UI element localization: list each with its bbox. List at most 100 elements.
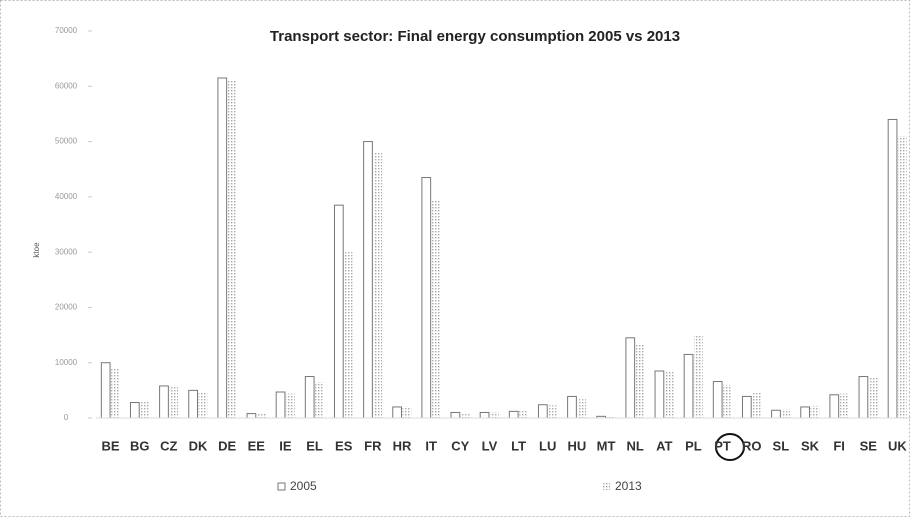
y-tick-label: 30000 [55,247,78,256]
legend-label: 2013 [615,479,642,493]
x-tick-label: FI [833,438,845,453]
bar [285,393,295,418]
x-tick-label: LV [482,438,498,453]
x-tick-label: IT [425,438,437,453]
bar [188,389,198,419]
y-tick-label: 50000 [55,137,78,146]
bar [723,384,732,418]
legend-swatch [603,483,610,490]
x-tick-label: LT [511,438,526,453]
bar [781,409,791,418]
x-tick-label: LU [539,438,556,453]
x-tick-label: NL [626,438,643,453]
bar [839,393,849,418]
x-tick-label: CY [451,438,469,453]
legend-swatch [277,482,286,491]
x-tick-label: BG [130,438,150,453]
bar [363,141,373,419]
y-tick-label: 10000 [55,358,78,367]
x-tick-label: HR [393,438,412,453]
y-tick-label: 0 [64,413,69,422]
bar [246,413,257,419]
x-tick-label: SK [801,438,820,453]
bar [256,413,266,418]
bar [508,410,519,419]
y-axis-label: ktoe [32,242,41,258]
y-tick-label: 60000 [55,81,78,90]
bar [897,136,907,419]
bar [741,395,752,419]
bar [344,252,353,418]
bar [460,413,470,418]
bar [431,199,441,418]
bar [333,204,344,419]
bar [169,385,179,418]
x-tick-label: SL [773,438,790,453]
bar [567,395,577,419]
y-tick-label: 40000 [55,192,78,201]
bar [771,409,781,419]
bar [198,391,208,418]
x-tick-label: DK [189,438,208,453]
bar [450,411,461,419]
x-tick-label: EL [306,438,323,453]
bar [858,376,869,419]
bar [712,381,723,419]
bar [577,399,587,418]
x-tick-label: IE [279,438,292,453]
bar [100,362,111,419]
y-tick-label: 20000 [55,303,78,312]
bar [625,337,636,419]
bar [519,409,528,418]
bar [664,371,674,418]
x-tick-label: UK [888,438,907,453]
bar [752,392,761,418]
x-tick-label: ES [335,438,353,453]
bar [140,401,149,418]
x-tick-label: RO [742,438,762,453]
x-tick-label: MT [597,438,616,453]
bar [304,376,315,419]
bar [800,406,810,419]
legend-label: 2005 [290,479,317,493]
bar [489,411,499,418]
bar [111,368,120,418]
bar [887,118,898,419]
bar [606,416,616,418]
bar [217,77,228,419]
x-tick-label: DE [218,438,236,453]
bar [548,405,557,418]
bar [654,370,665,419]
x-tick-label: HU [567,438,586,453]
bar [635,343,645,418]
x-tick-label: BE [102,438,120,453]
bar [683,353,694,419]
x-tick-label: CZ [160,438,177,453]
bar [868,377,878,418]
y-tick-label: 70000 [55,26,78,35]
highlight-circle [715,433,745,461]
chart-title: Transport sector: Final energy consumpti… [270,28,680,45]
x-tick-label: AT [656,438,672,453]
x-tick-label: PL [685,438,702,453]
bar [392,406,402,419]
bar [159,385,169,419]
bar [129,402,140,419]
bar [810,405,820,418]
bar [227,80,237,418]
bar [373,152,383,418]
x-tick-label: EE [248,438,266,453]
bar [479,411,490,419]
bar [693,335,703,418]
bar [275,391,286,419]
bar [421,177,432,419]
x-tick-label: PT [714,438,731,453]
x-tick-label: FR [364,438,382,453]
x-tick-label: SE [860,438,878,453]
bar [829,394,840,419]
bar [402,406,412,418]
bar [315,382,324,418]
bar [537,404,548,419]
